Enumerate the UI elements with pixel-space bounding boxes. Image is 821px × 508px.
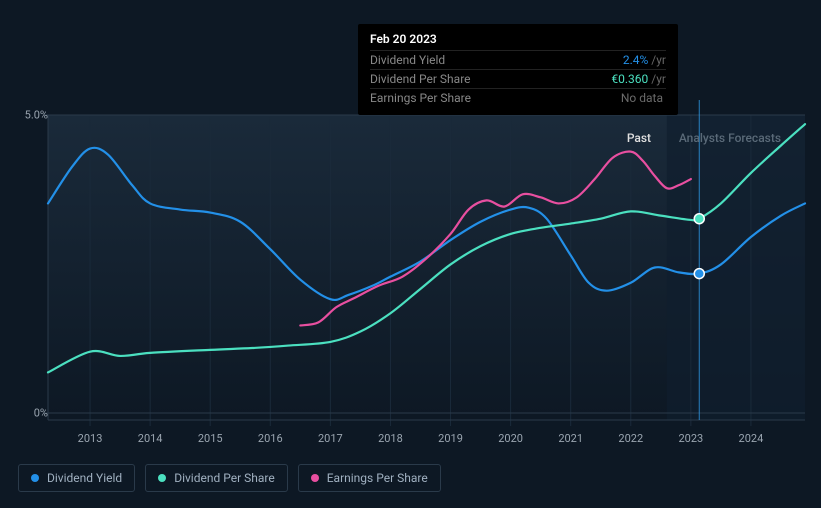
y-tick-label: 0%	[34, 407, 48, 420]
tooltip-date: Feb 20 2023	[370, 32, 666, 46]
x-tick-label: 2021	[558, 432, 583, 445]
tooltip-row: Dividend Yield2.4%/yr	[370, 50, 666, 69]
past-region-label: Past	[627, 131, 651, 145]
x-tick-label: 2019	[438, 432, 463, 445]
x-tick-label: 2023	[678, 432, 703, 445]
marker-dividend_per_share	[694, 214, 704, 224]
x-tick-label: 2016	[258, 432, 283, 445]
x-tick-label: 2018	[378, 432, 403, 445]
legend-item-dividend_per_share[interactable]: Dividend Per Share	[145, 464, 288, 492]
x-tick-label: 2020	[498, 432, 523, 445]
dividend-chart[interactable]: 5.0% 0% 2013 2014 2015 2016 2017 2018 2019 2020 2…	[0, 0, 821, 508]
x-tick-label: 2024	[739, 432, 764, 445]
chart-tooltip: Feb 20 2023 Dividend Yield2.4%/yrDividen…	[358, 24, 678, 115]
x-tick-label: 2015	[198, 432, 223, 445]
legend-dot-icon	[158, 474, 166, 482]
y-tick-label: 5.0%	[25, 109, 48, 122]
x-tick-label: 2022	[618, 432, 643, 445]
x-tick-label: 2013	[78, 432, 103, 445]
marker-dividend_yield	[694, 269, 704, 279]
x-tick-label: 2017	[318, 432, 343, 445]
legend-dot-icon	[31, 474, 39, 482]
forecast-region-label: Analysts Forecasts	[679, 131, 781, 145]
tooltip-row: Earnings Per ShareNo data	[370, 88, 666, 107]
legend-label: Dividend Per Share	[174, 471, 275, 485]
tooltip-row: Dividend Per Share€0.360/yr	[370, 69, 666, 88]
legend-item-earnings_per_share[interactable]: Earnings Per Share	[298, 464, 441, 492]
legend-item-dividend_yield[interactable]: Dividend Yield	[18, 464, 135, 492]
legend-label: Earnings Per Share	[327, 471, 428, 485]
legend-dot-icon	[311, 474, 319, 482]
legend-label: Dividend Yield	[47, 471, 122, 485]
x-tick-label: 2014	[138, 432, 163, 445]
chart-legend: Dividend Yield Dividend Per Share Earnings…	[18, 464, 441, 492]
